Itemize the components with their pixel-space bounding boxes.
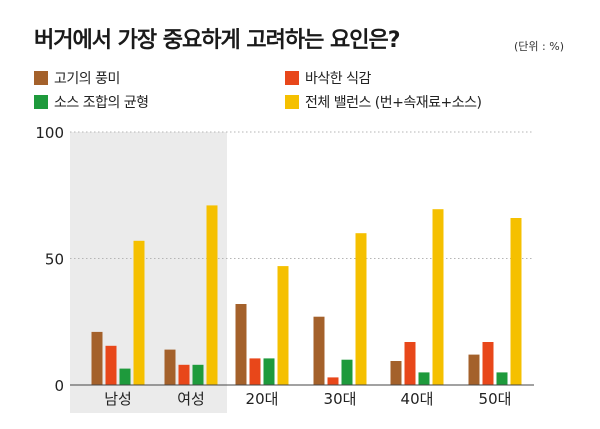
legend-item-sauce-balance: 소스 조합의 균형 xyxy=(34,92,149,112)
chart-title: 버거에서 가장 중요하게 고려하는 요인은? xyxy=(34,28,400,53)
legend-item-flavor: 고기의 풍미 xyxy=(34,68,120,88)
legend-label-overall-balance: 전체 밸런스 (번+속재료+소스) xyxy=(305,95,482,111)
bar-30대-s3 xyxy=(355,233,367,385)
bar-여성-s3 xyxy=(206,205,218,385)
unit-label: (단위 : %) xyxy=(514,40,564,53)
legend-swatch-sauce-balance xyxy=(34,95,48,109)
bar-40대-s3 xyxy=(432,209,444,385)
bar-30대-s2 xyxy=(341,359,353,385)
bar-50대-s0 xyxy=(468,354,480,385)
bar-남성-s1 xyxy=(105,345,117,385)
bar-남성-s3 xyxy=(133,240,145,385)
legend-swatch-overall-balance xyxy=(285,95,299,109)
bar-남성-s0 xyxy=(91,331,103,385)
bar-20대-s3 xyxy=(277,266,289,385)
y-tick-label-50: 50 xyxy=(45,251,64,269)
bar-남성-s2 xyxy=(119,368,131,385)
bar-여성-s0 xyxy=(164,349,176,385)
bar-여성-s2 xyxy=(192,364,204,385)
x-tick-label-0: 남성 xyxy=(104,390,132,408)
legend-item-crispy: 바삭한 식감 xyxy=(285,68,371,88)
x-tick-label-4: 40대 xyxy=(401,390,434,408)
y-tick-label-100: 100 xyxy=(35,124,64,142)
bar-50대-s3 xyxy=(510,218,522,385)
legend-swatch-flavor xyxy=(34,71,48,85)
y-tick-label-0: 0 xyxy=(54,377,64,395)
bar-40대-s1 xyxy=(404,342,416,385)
bar-40대-s0 xyxy=(390,361,402,385)
bar-40대-s2 xyxy=(418,372,430,385)
bar-여성-s1 xyxy=(178,364,190,385)
legend-swatch-crispy xyxy=(285,71,299,85)
x-tick-label-3: 30대 xyxy=(324,390,357,408)
x-tick-label-1: 여성 xyxy=(177,390,205,408)
legend-item-overall-balance: 전체 밸런스 (번+속재료+소스) xyxy=(285,92,482,112)
legend-label-flavor: 고기의 풍미 xyxy=(54,71,120,87)
legend-label-sauce-balance: 소스 조합의 균형 xyxy=(54,95,149,111)
bar-20대-s2 xyxy=(263,358,275,385)
bar-50대-s1 xyxy=(482,342,494,385)
bar-30대-s0 xyxy=(313,316,325,385)
bar-30대-s1 xyxy=(327,377,339,385)
x-tick-label-5: 50대 xyxy=(479,390,512,408)
bar-50대-s2 xyxy=(496,372,508,385)
bar-20대-s0 xyxy=(235,304,247,385)
legend-label-crispy: 바삭한 식감 xyxy=(305,71,371,87)
bar-20대-s1 xyxy=(249,358,261,385)
x-tick-label-2: 20대 xyxy=(246,390,279,408)
